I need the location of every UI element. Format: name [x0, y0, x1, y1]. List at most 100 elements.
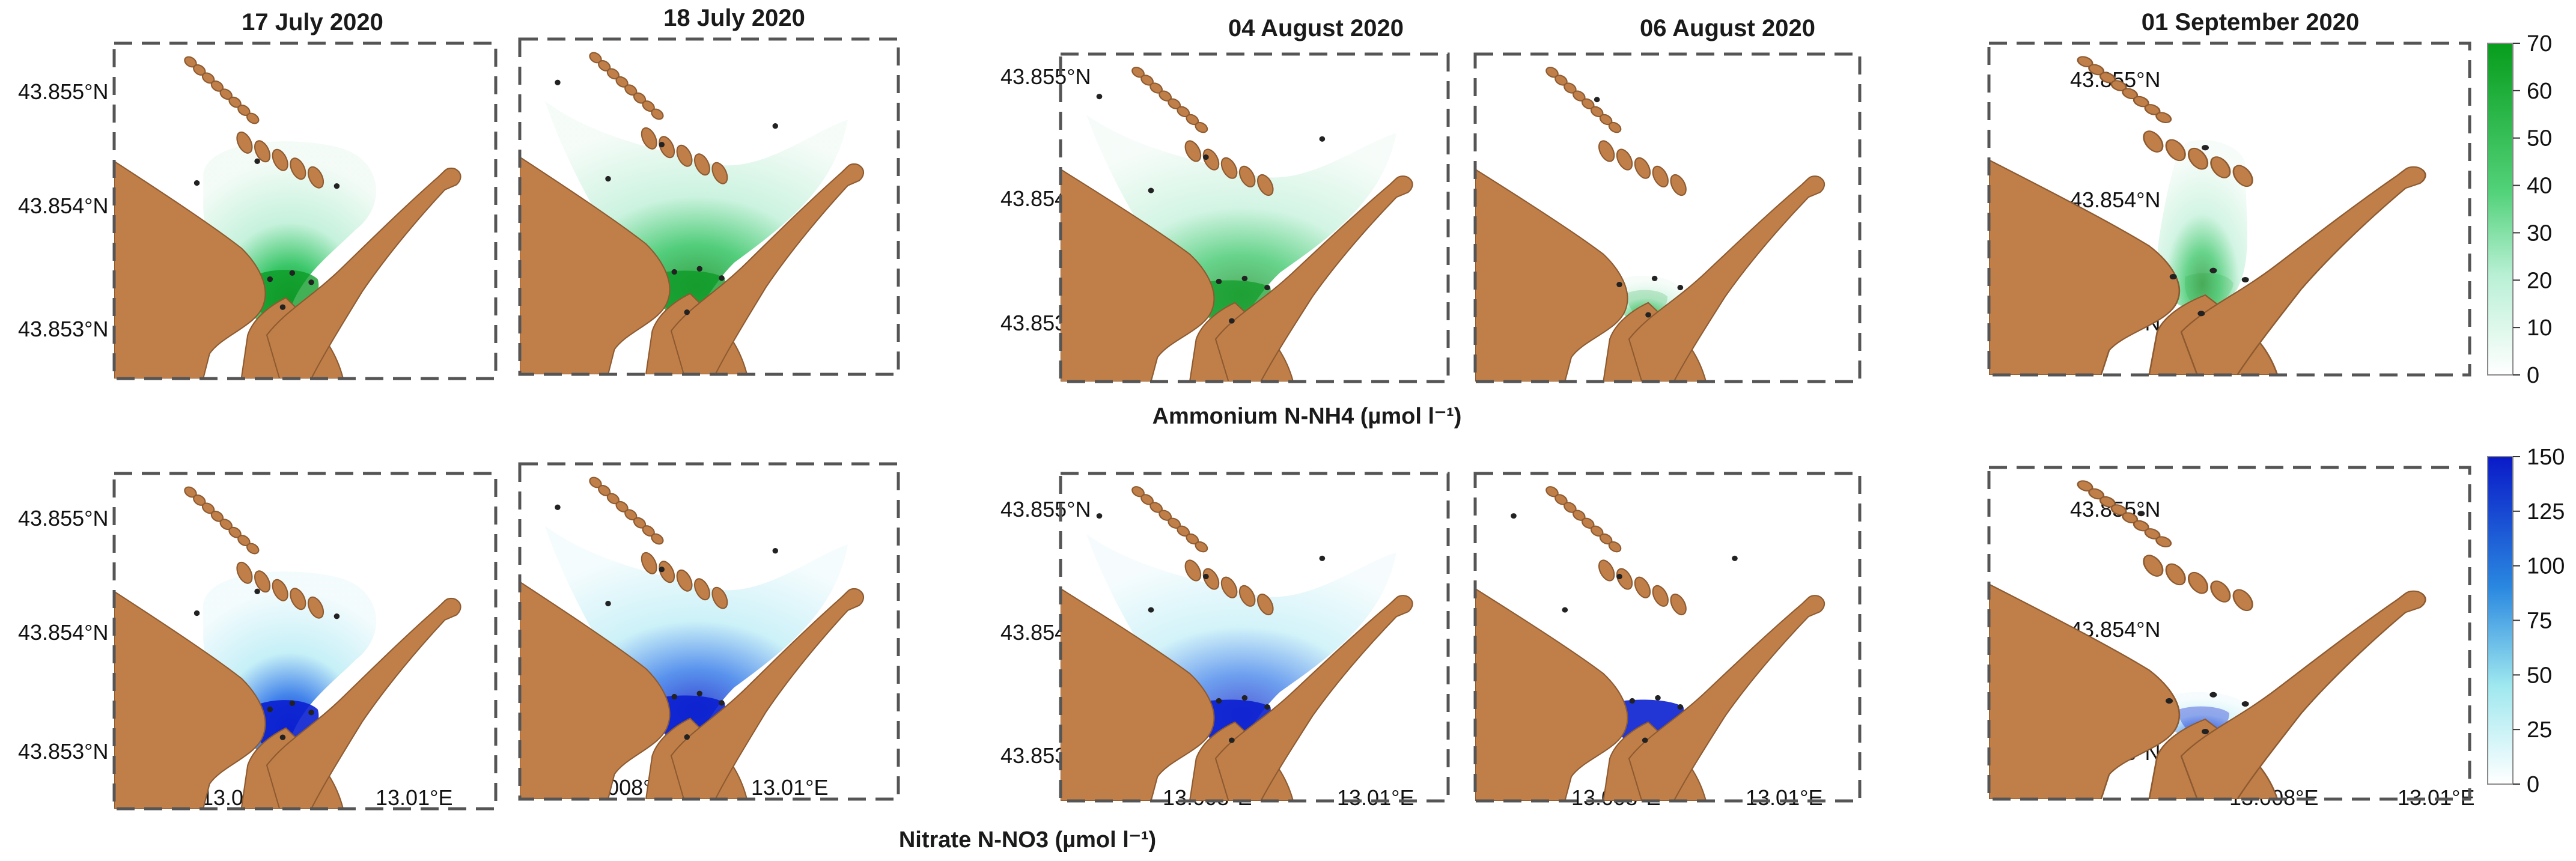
sampling-station [2137, 511, 2145, 517]
map-content [1989, 480, 2426, 799]
breakwater [2187, 571, 2209, 594]
breakwater [711, 162, 728, 184]
map-layers [114, 56, 461, 379]
lat-label: 43.855°N [1000, 64, 1091, 89]
sampling-station [1655, 695, 1661, 701]
coastline-land [1475, 168, 1628, 382]
coastline-land [1989, 159, 2181, 375]
sampling-station [2197, 311, 2205, 317]
sampling-station [555, 504, 561, 510]
sampling-station [279, 304, 286, 310]
jetty-land [1214, 595, 1413, 801]
sampling-station [267, 276, 273, 282]
breakwater [1652, 585, 1669, 607]
coastline-land [520, 581, 671, 799]
sampling-station [267, 707, 273, 713]
sampling-station [254, 588, 260, 594]
map-panel-nitrate-3 [1059, 472, 1450, 803]
sampling-stations [193, 588, 340, 740]
breakwater [307, 166, 324, 189]
sampling-station [1511, 513, 1517, 519]
breakwater-blocks [1131, 486, 1274, 616]
ammonium-colorbar-gradient [2487, 43, 2514, 376]
colorbar-tick-label: 20 [2527, 268, 2552, 293]
breakwater [236, 561, 253, 584]
sampling-station [1216, 698, 1222, 704]
sampling-station [671, 269, 677, 275]
coastline-land [1061, 588, 1215, 801]
sampling-station [1629, 698, 1636, 704]
sampling-stations [2137, 511, 2249, 735]
sampling-station [696, 690, 702, 696]
breakwater [1634, 576, 1651, 598]
map-panel-nitrate-5 [1987, 466, 2471, 801]
breakwater-blocks [2077, 480, 2253, 612]
colorbar-tick-label: 60 [2527, 79, 2552, 104]
lat-label: 43.854°N [18, 620, 109, 645]
panel-title-4: 06 August 2020 [1640, 15, 1815, 41]
sampling-station [289, 700, 296, 706]
breakwater [1256, 174, 1274, 196]
lon-label: 13.01°E [751, 775, 829, 800]
sampling-station [2202, 728, 2209, 735]
sampling-station [1096, 513, 1103, 519]
sampling-station [2209, 692, 2217, 698]
breakwater [1238, 585, 1256, 607]
breakwater [1598, 559, 1615, 582]
sampling-station [1642, 737, 1648, 743]
breakwater [1652, 165, 1669, 187]
breakwater [272, 579, 288, 601]
sampling-station [1319, 555, 1326, 561]
breakwater [676, 569, 693, 592]
sampling-station [1677, 704, 1684, 710]
breakwater [290, 588, 306, 610]
breakwater [2210, 580, 2231, 603]
sampling-station [659, 567, 665, 573]
lon-label: 13.01°E [1337, 785, 1414, 810]
breakwater [254, 140, 271, 163]
panel-title-2: 18 July 2020 [663, 5, 805, 31]
breakwater [1670, 174, 1687, 196]
breakwater [1616, 568, 1633, 590]
breakwater [1670, 593, 1687, 616]
panel-titles: 17 July 2020 18 July 2020 04 August 2020… [242, 5, 2359, 41]
map-panel-nitrate-2 [518, 462, 900, 801]
jetty-land [1628, 595, 1825, 801]
nitrate-colorbar-ticks: 0 25 50 75 100 125 150 [2513, 445, 2565, 797]
breakwater-blocks [184, 486, 324, 619]
breakwater [2143, 555, 2164, 577]
breakwater [246, 543, 260, 555]
concentration-plume [545, 526, 848, 743]
breakwater-blocks [1545, 486, 1687, 616]
map-layers [1475, 67, 1825, 382]
sampling-station [279, 734, 286, 740]
jetty-land [266, 597, 461, 809]
sampling-station [1148, 607, 1154, 613]
colorbar-tick-label: 40 [2527, 174, 2552, 199]
map-layers [1989, 480, 2426, 799]
concentration-plume [1086, 114, 1396, 327]
sampling-station [1677, 285, 1684, 291]
lat-label: 43.855°N [1000, 497, 1091, 522]
sampling-station [1203, 154, 1209, 160]
breakwater [2232, 165, 2253, 187]
lat-label: 43.854°N [2070, 187, 2161, 212]
sampling-station [605, 175, 611, 182]
breakwater [1634, 157, 1651, 179]
sampling-station [671, 693, 677, 700]
breakwater [711, 586, 728, 609]
ammonium-colorbar-ticks: 0 10 20 30 40 50 60 70 [2513, 31, 2552, 388]
map-content [1475, 486, 1825, 801]
map-panel-ammonium-4 [1473, 52, 1862, 383]
breakwater [659, 561, 675, 583]
breakwater [1220, 157, 1238, 179]
colorbar-tick-label: 10 [2527, 315, 2552, 341]
breakwater [254, 570, 271, 593]
breakwater [659, 136, 675, 159]
coastline-land [1989, 583, 2181, 799]
jetty-land [670, 588, 865, 799]
breakwater [2165, 563, 2186, 586]
jetty-land [2180, 166, 2426, 375]
map-panel-ammonium-1 [112, 41, 498, 380]
panel-title-1: 17 July 2020 [242, 9, 383, 35]
